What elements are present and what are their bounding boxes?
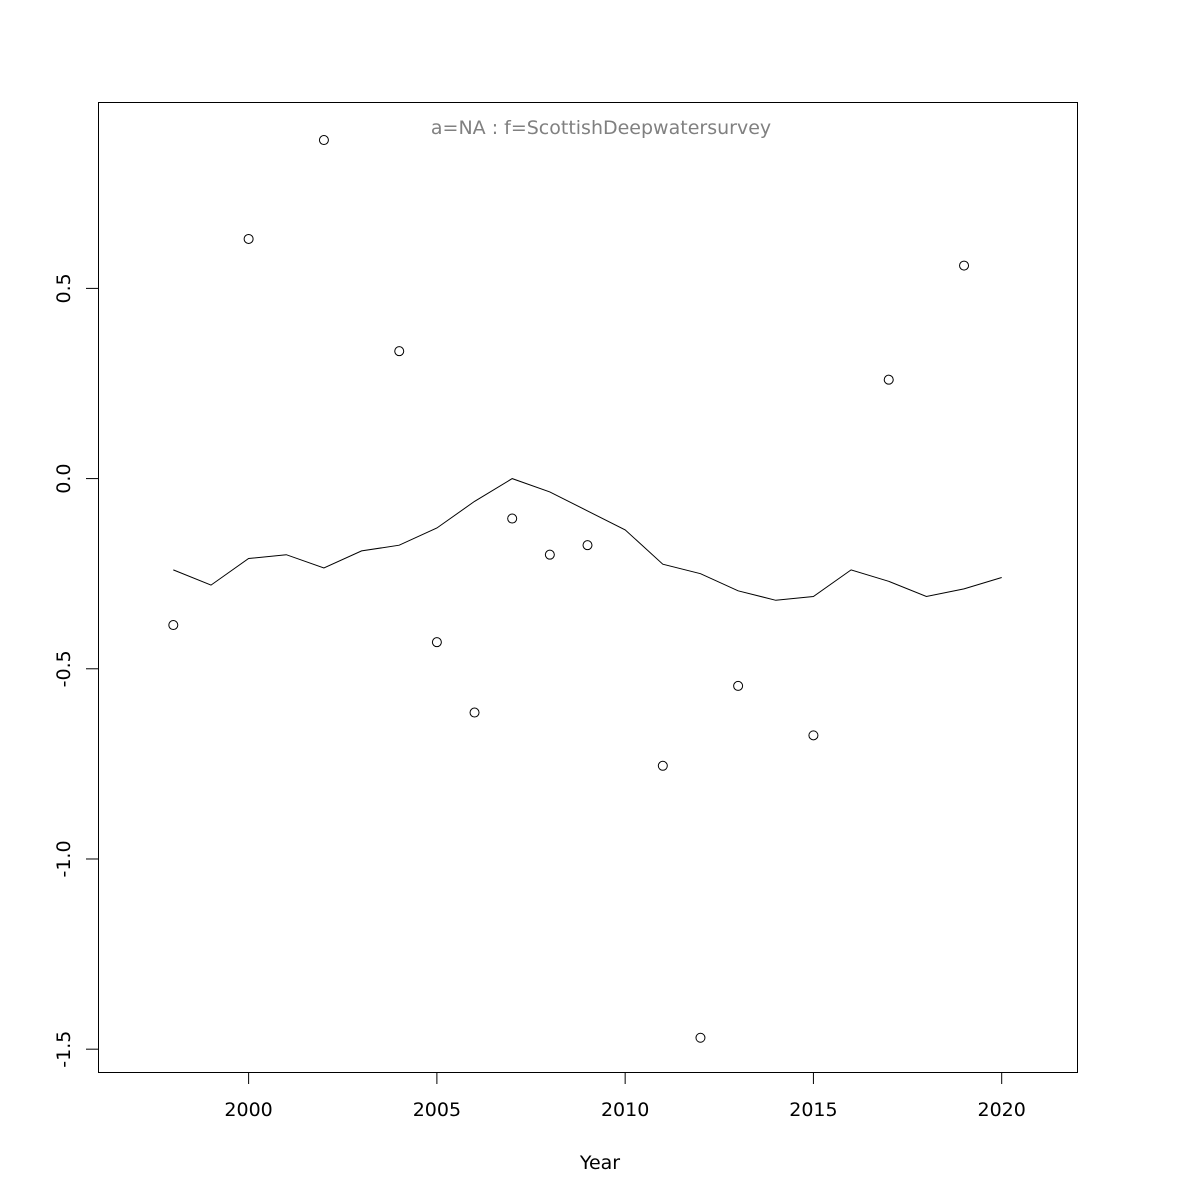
- data-point: [544, 549, 555, 560]
- x-tick-label: 2000: [224, 1099, 272, 1121]
- chart-title: a=NA : f=ScottishDeepwatersurvey: [431, 117, 771, 139]
- x-tick-label: 2005: [413, 1099, 461, 1121]
- x-axis-label: Year: [579, 1152, 620, 1174]
- y-tick-label: -0.5: [53, 650, 75, 687]
- trend-line-series: [173, 478, 1002, 601]
- x-tick-label: 2020: [978, 1099, 1026, 1121]
- x-tick-label: 2010: [601, 1099, 649, 1121]
- y-tick-label: -1.5: [53, 1031, 75, 1068]
- data-point: [657, 760, 668, 771]
- point-series: [168, 135, 970, 1043]
- data-point: [168, 620, 179, 631]
- y-axis: -1.5 -1.0 -0.5 0.0 0.5: [53, 273, 99, 1068]
- y-tick-label: 0.0: [53, 463, 75, 493]
- x-tick-label: 2015: [789, 1099, 837, 1121]
- trend-line: [173, 478, 1002, 601]
- y-tick-label: 0.5: [53, 273, 75, 303]
- data-point: [431, 637, 442, 648]
- data-point: [469, 707, 480, 718]
- data-point: [959, 260, 970, 271]
- data-point: [582, 540, 593, 551]
- data-point: [808, 730, 819, 741]
- data-point: [733, 680, 744, 691]
- data-point: [394, 346, 405, 357]
- data-point: [318, 135, 329, 146]
- y-tick-label: -1.0: [53, 840, 75, 877]
- data-point: [507, 513, 518, 524]
- x-axis: 2000 2005 2010 2015 2020: [224, 1072, 1026, 1121]
- data-point: [883, 374, 894, 385]
- plot-frame: [98, 102, 1078, 1073]
- data-point: [695, 1032, 706, 1043]
- data-point: [243, 233, 254, 244]
